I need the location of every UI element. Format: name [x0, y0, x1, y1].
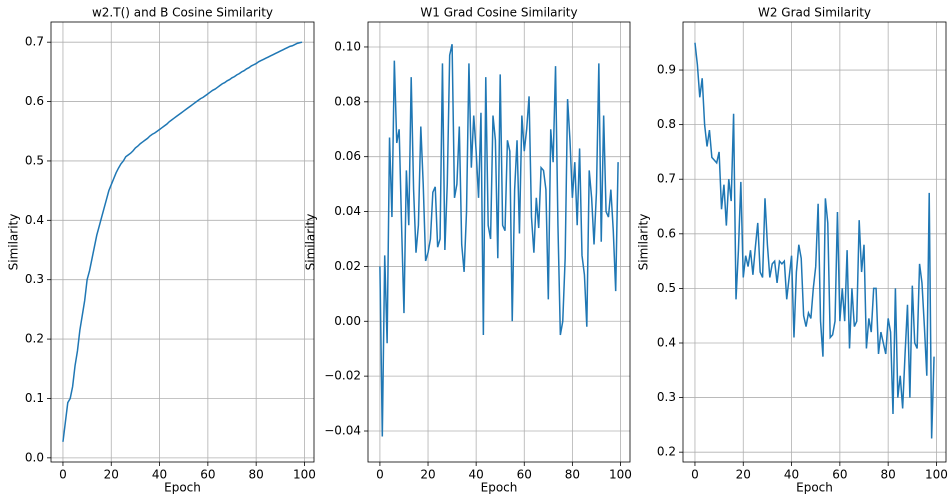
axes-frame	[50, 21, 315, 463]
subplot-title: w2.T() and B Cosine Similarity	[92, 6, 273, 20]
x-tick-label: 60	[832, 468, 847, 482]
x-tick-label: 60	[517, 468, 532, 482]
axes-frame	[367, 21, 631, 463]
x-tick-label: 80	[249, 468, 264, 482]
x-tick-label: 0	[59, 468, 67, 482]
y-tick-label: 0.0	[25, 450, 44, 464]
y-tick-label: 0.5	[657, 281, 676, 295]
subplot: 0 20 40 60 80 100 0.0 0.1 0.2 0.3 0.4 0.5 0.6 0.7 w2.T…	[7, 6, 316, 495]
y-tick-label: 0.4	[657, 335, 676, 349]
y-tick-label: 0.06	[334, 149, 361, 163]
x-tick-label: 20	[420, 468, 435, 482]
x-axis-label: Epoch	[796, 481, 833, 495]
y-tick-label: 0.3	[657, 390, 676, 404]
x-axis-label: Epoch	[481, 481, 518, 495]
y-tick-label: 0.2	[25, 332, 44, 346]
y-tick-label: 0.02	[334, 259, 361, 273]
x-tick-label: 20	[736, 468, 751, 482]
y-tick-label: 0.2	[657, 445, 676, 459]
y-tick-label: 0.6	[25, 94, 44, 108]
y-tick-label: 0.00	[334, 314, 361, 328]
y-axis-label: Similarity	[304, 214, 318, 271]
y-tick-label: 0.7	[657, 172, 676, 186]
y-tick-label: −0.04	[324, 424, 361, 438]
y-axis-label: Similarity	[7, 214, 21, 271]
y-tick-label: 0.1	[25, 391, 44, 405]
y-tick-label: 0.9	[657, 63, 676, 77]
y-tick-label: 0.08	[334, 94, 361, 108]
subplot-title: W2 Grad Similarity	[758, 6, 871, 20]
y-tick-label: 0.04	[334, 204, 361, 218]
x-tick-label: 100	[609, 468, 632, 482]
y-tick-label: 0.10	[334, 39, 361, 53]
x-tick-label: 60	[200, 468, 215, 482]
x-tick-label: 80	[881, 468, 896, 482]
x-tick-label: 80	[565, 468, 580, 482]
data-line	[694, 42, 935, 439]
x-tick-label: 40	[152, 468, 167, 482]
x-tick-label: 0	[376, 468, 384, 482]
y-axis-label: Similarity	[637, 214, 651, 271]
data-line	[62, 41, 303, 442]
x-tick-label: 40	[469, 468, 484, 482]
x-tick-label: 40	[784, 468, 799, 482]
data-line	[379, 44, 619, 437]
y-tick-label: 0.7	[25, 35, 44, 49]
subplot: 0 20 40 60 80 100 −0.04 −0.02 0.00 0.02 0.04 0.06 0.…	[304, 6, 632, 495]
x-tick-label: 20	[104, 468, 119, 482]
y-tick-label: 0.5	[25, 153, 44, 167]
x-axis-label: Epoch	[164, 481, 201, 495]
y-tick-label: 0.4	[25, 213, 44, 227]
y-tick-label: 0.8	[657, 117, 676, 131]
x-tick-label: 100	[925, 468, 948, 482]
y-tick-label: 0.3	[25, 272, 44, 286]
subplot-title: W1 Grad Cosine Similarity	[420, 6, 577, 20]
x-tick-label: 0	[691, 468, 699, 482]
subplot: 0 20 40 60 80 100 0.2 0.3 0.4 0.5 0.6 0.7 0.8 0.9 W2 G…	[637, 6, 948, 495]
y-tick-label: 0.6	[657, 226, 676, 240]
y-tick-label: −0.02	[324, 369, 361, 383]
axes-frame	[682, 21, 947, 463]
x-tick-label: 100	[293, 468, 316, 482]
